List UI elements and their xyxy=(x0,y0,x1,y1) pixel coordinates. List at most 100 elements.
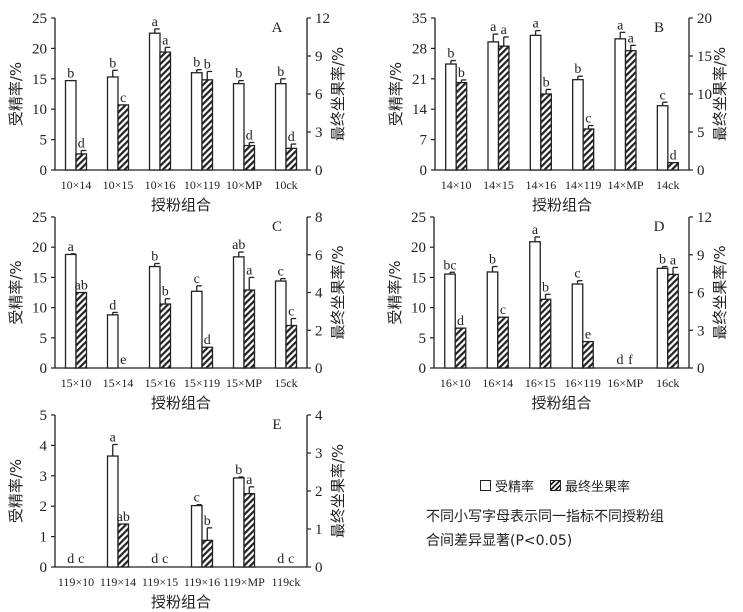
right-tick-label: 0 xyxy=(315,163,323,179)
bar-fertilization xyxy=(445,63,457,171)
significance-letter: e xyxy=(120,353,126,368)
left-tick-label: 7 xyxy=(420,133,428,149)
significance-letter: c xyxy=(194,491,200,506)
x-tick-label: 14×119 xyxy=(565,178,601,192)
left-tick-label: 0 xyxy=(40,560,48,576)
x-tick-label: 14×MP xyxy=(607,178,643,192)
left-tick-label: 10 xyxy=(411,301,426,317)
legend-swatch-fruit-set xyxy=(550,480,562,491)
significance-letter: b xyxy=(109,56,116,71)
bar-fruit-set xyxy=(201,539,214,568)
x-tick-label: 10ck xyxy=(274,178,297,192)
significance-letter: d xyxy=(78,136,85,151)
significance-letter: b xyxy=(489,253,496,268)
panel-label: D xyxy=(654,219,665,235)
x-tick-label: 16ck xyxy=(656,376,679,390)
left-tick-label: 0 xyxy=(419,361,427,377)
x-tick-label: 119×MP xyxy=(223,575,265,589)
significance-letter: c xyxy=(659,88,665,103)
significance-letter: e xyxy=(585,328,591,343)
left-tick-label: 5 xyxy=(419,331,427,347)
bar-fruit-set xyxy=(117,104,130,171)
bar-fruit-set xyxy=(624,50,637,171)
significance-letter: b xyxy=(458,66,465,81)
bar-fruit-set xyxy=(497,45,510,171)
left-tick-label: 25 xyxy=(32,11,47,27)
panel-label: A xyxy=(272,20,283,36)
x-axis-title: 授粉组合 xyxy=(151,394,211,412)
x-tick-label: 10×14 xyxy=(61,178,92,192)
panel-a: 0 5 10 15 20 25 0 3 6 9 12 受精率/% 最终坐果率/% 授粉组合 A 10×14 b d… xyxy=(7,11,347,214)
bar-fertilization xyxy=(64,79,77,171)
x-tick-label: 14ck xyxy=(656,178,679,192)
bar-fruit-set xyxy=(539,298,552,369)
left-tick-label: 15 xyxy=(32,270,47,286)
x-tick-label: 15×MP xyxy=(226,376,262,390)
x-tick-label: 16×15 xyxy=(525,376,556,390)
y2-axis-title: 最终坐果率/% xyxy=(329,245,347,339)
significance-letter: b xyxy=(235,463,242,478)
bar-fertilization xyxy=(106,76,119,171)
panel-label: E xyxy=(272,417,281,433)
x-tick-label: 119ck xyxy=(272,575,301,589)
bar-fertilization xyxy=(529,241,541,369)
left-tick-label: 0 xyxy=(420,163,428,179)
right-tick-label: 6 xyxy=(315,87,323,103)
left-tick-label: 15 xyxy=(411,270,426,286)
left-tick-label: 20 xyxy=(411,240,426,256)
x-axis-title: 授粉组合 xyxy=(151,593,211,611)
bar-fertilization xyxy=(487,41,500,171)
right-tick-label: 4 xyxy=(315,408,323,424)
right-tick-label: 0 xyxy=(315,361,323,377)
bar-fertilization xyxy=(190,504,203,568)
significance-letter: c xyxy=(78,552,84,567)
bar-fertilization xyxy=(614,38,627,171)
significance-letter: b xyxy=(204,514,211,529)
left-tick-label: 20 xyxy=(32,41,47,57)
y-axis-title: 受精率/% xyxy=(7,459,25,523)
bar-fertilization xyxy=(148,32,161,171)
y2-axis-title: 最终坐果率/% xyxy=(711,245,729,339)
significance-letter: a xyxy=(532,17,539,32)
bar-fruit-set xyxy=(243,493,256,568)
bar-fertilization xyxy=(656,267,669,369)
significance-letter: c xyxy=(278,265,284,280)
significance-letter: a xyxy=(162,33,169,48)
right-tick-label: 3 xyxy=(697,323,705,339)
left-tick-label: 4 xyxy=(40,438,48,454)
left-tick-label: 2 xyxy=(40,499,48,515)
right-tick-label: 0 xyxy=(315,560,323,576)
significance-letter: d xyxy=(617,353,624,368)
legend-label-fertilization: 受精率 xyxy=(495,480,535,495)
bar-fruit-set xyxy=(75,291,88,369)
right-tick-label: 6 xyxy=(315,248,323,264)
significance-letter: a xyxy=(110,430,117,445)
bar-fruit-set xyxy=(582,340,594,369)
significance-letter: b xyxy=(235,67,242,82)
significance-letter: a xyxy=(628,31,635,46)
right-tick-label: 2 xyxy=(315,323,323,339)
significance-letter: b xyxy=(151,250,158,265)
legend: 受精率 最终坐果率 不同小写字母表示同一指标不同授粉组 合间差异显著(P<0.0… xyxy=(426,476,686,553)
left-tick-label: 20 xyxy=(32,240,47,256)
bar-fertilization xyxy=(274,280,287,369)
left-tick-label: 25 xyxy=(411,210,426,226)
significance-letter: c xyxy=(500,303,506,318)
x-tick-label: 16×MP xyxy=(607,376,643,390)
significance-letter: b xyxy=(162,285,169,300)
significance-letter: c xyxy=(194,272,200,287)
x-tick-label: 10×119 xyxy=(184,178,220,192)
x-tick-label: 15×10 xyxy=(61,376,92,390)
bar-fertilization xyxy=(232,477,245,568)
significance-letter: d xyxy=(670,149,677,164)
right-tick-label: 12 xyxy=(315,11,330,27)
left-tick-label: 0 xyxy=(40,361,48,377)
significance-letter: d xyxy=(109,298,116,313)
legend-swatch-fertilization xyxy=(480,480,491,491)
bar-fruit-set xyxy=(159,303,172,369)
significance-letter: ab xyxy=(75,279,88,294)
bar-fruit-set xyxy=(159,51,172,171)
y-axis-title: 受精率/% xyxy=(7,260,25,324)
